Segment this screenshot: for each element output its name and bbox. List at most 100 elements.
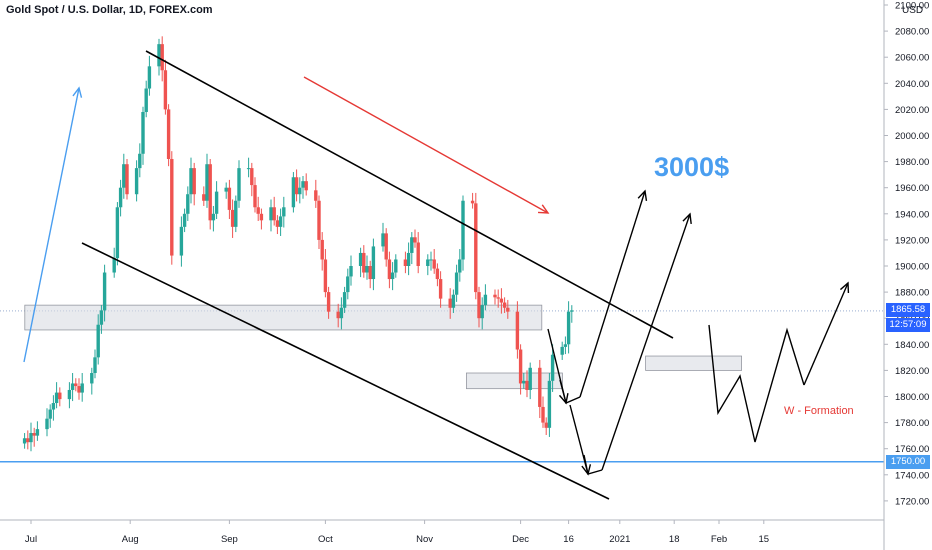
candle (118, 179, 123, 217)
chart-title: Gold Spot / U.S. Dollar, 1D, FOREX.com (6, 4, 213, 16)
candle-body (278, 216, 283, 227)
candle-body (406, 252, 411, 266)
y-tick-label: 1980.00 (895, 157, 929, 168)
candle-body (515, 311, 520, 350)
y-tick-label: 2100.00 (895, 1, 929, 12)
candle (96, 314, 100, 365)
candle-body (461, 200, 465, 260)
candle-body (26, 438, 30, 443)
candle-body (454, 272, 459, 295)
candle (384, 228, 388, 267)
candle-body (522, 380, 526, 384)
candle-body (547, 380, 552, 428)
candle-body (413, 237, 417, 243)
candle-body (336, 311, 340, 319)
candle (538, 359, 542, 419)
candle-body (432, 259, 436, 269)
candle (525, 370, 529, 398)
candle-body (138, 153, 142, 169)
candle (317, 195, 321, 250)
candle-body (51, 403, 56, 410)
candle (208, 158, 212, 230)
y-tick-label: 1820.00 (895, 366, 929, 377)
candle (122, 153, 126, 199)
candle (390, 262, 395, 291)
candle (160, 36, 164, 82)
candle (506, 299, 510, 319)
projection-arrow-a-head (637, 189, 648, 201)
candle (416, 232, 420, 274)
w-formation-arrow-shaft (803, 282, 849, 386)
candle-body (339, 307, 344, 319)
candle-body (192, 168, 196, 195)
candle-body (381, 233, 385, 247)
candle (48, 404, 52, 428)
candle (474, 192, 478, 300)
candle-body (518, 349, 523, 384)
candle-body (102, 272, 107, 311)
candle (362, 245, 366, 278)
candle (298, 177, 302, 204)
candle-body (182, 213, 187, 227)
candle (259, 208, 264, 230)
y-tick-label: 2040.00 (895, 79, 929, 90)
channel-lower-line (81, 242, 610, 500)
candle-body (29, 433, 33, 443)
candle (493, 289, 497, 305)
y-tick-label: 2080.00 (895, 27, 929, 38)
candle (93, 349, 97, 379)
candle-body (202, 194, 206, 201)
candle-body (259, 213, 264, 221)
x-tick-label: 2021 (609, 534, 630, 545)
candle-body (342, 292, 347, 308)
candle-body (365, 266, 369, 273)
candle (77, 378, 81, 400)
resistance-support-zone (24, 304, 543, 331)
candle-body (134, 168, 139, 195)
support-level-tag: 1750.00 (886, 454, 930, 469)
candle-body (384, 233, 388, 260)
down-arrow-a-head (558, 393, 569, 405)
candle (461, 195, 465, 271)
candle-body (96, 324, 100, 358)
w-formation-zone (645, 355, 742, 371)
candle-body (323, 259, 328, 293)
candle (192, 162, 196, 206)
y-tick-label: 1900.00 (895, 262, 929, 273)
candle (339, 297, 344, 330)
x-tick-label: 15 (759, 534, 770, 545)
candle (496, 289, 500, 308)
candle (326, 286, 331, 319)
target-annotation: 3000$ (654, 152, 730, 182)
candle (32, 427, 36, 447)
candle-body (160, 44, 164, 71)
candle (560, 341, 564, 360)
candle (368, 260, 372, 289)
candle-body (470, 200, 475, 204)
candle-body (480, 305, 484, 319)
candle-body (189, 168, 193, 195)
candle (230, 199, 235, 238)
candle-body (141, 112, 145, 154)
candle (189, 157, 193, 204)
candle-body (416, 242, 420, 266)
candle (115, 202, 120, 266)
down-arrow-b-head (581, 464, 592, 476)
down-arrow-b-shaft (583, 454, 589, 475)
candle (454, 264, 459, 302)
candle-body (99, 310, 104, 325)
candle (166, 104, 171, 167)
candle-body (22, 438, 27, 444)
candle-body (32, 433, 36, 436)
candle-body (560, 346, 564, 355)
candle-body (294, 177, 299, 195)
candle (528, 362, 532, 400)
candle (138, 143, 142, 178)
candle (566, 301, 571, 354)
w-formation-arrow-head (839, 281, 850, 294)
candle-body (368, 266, 372, 280)
candle (570, 305, 574, 323)
y-tick-label: 1940.00 (895, 209, 929, 220)
